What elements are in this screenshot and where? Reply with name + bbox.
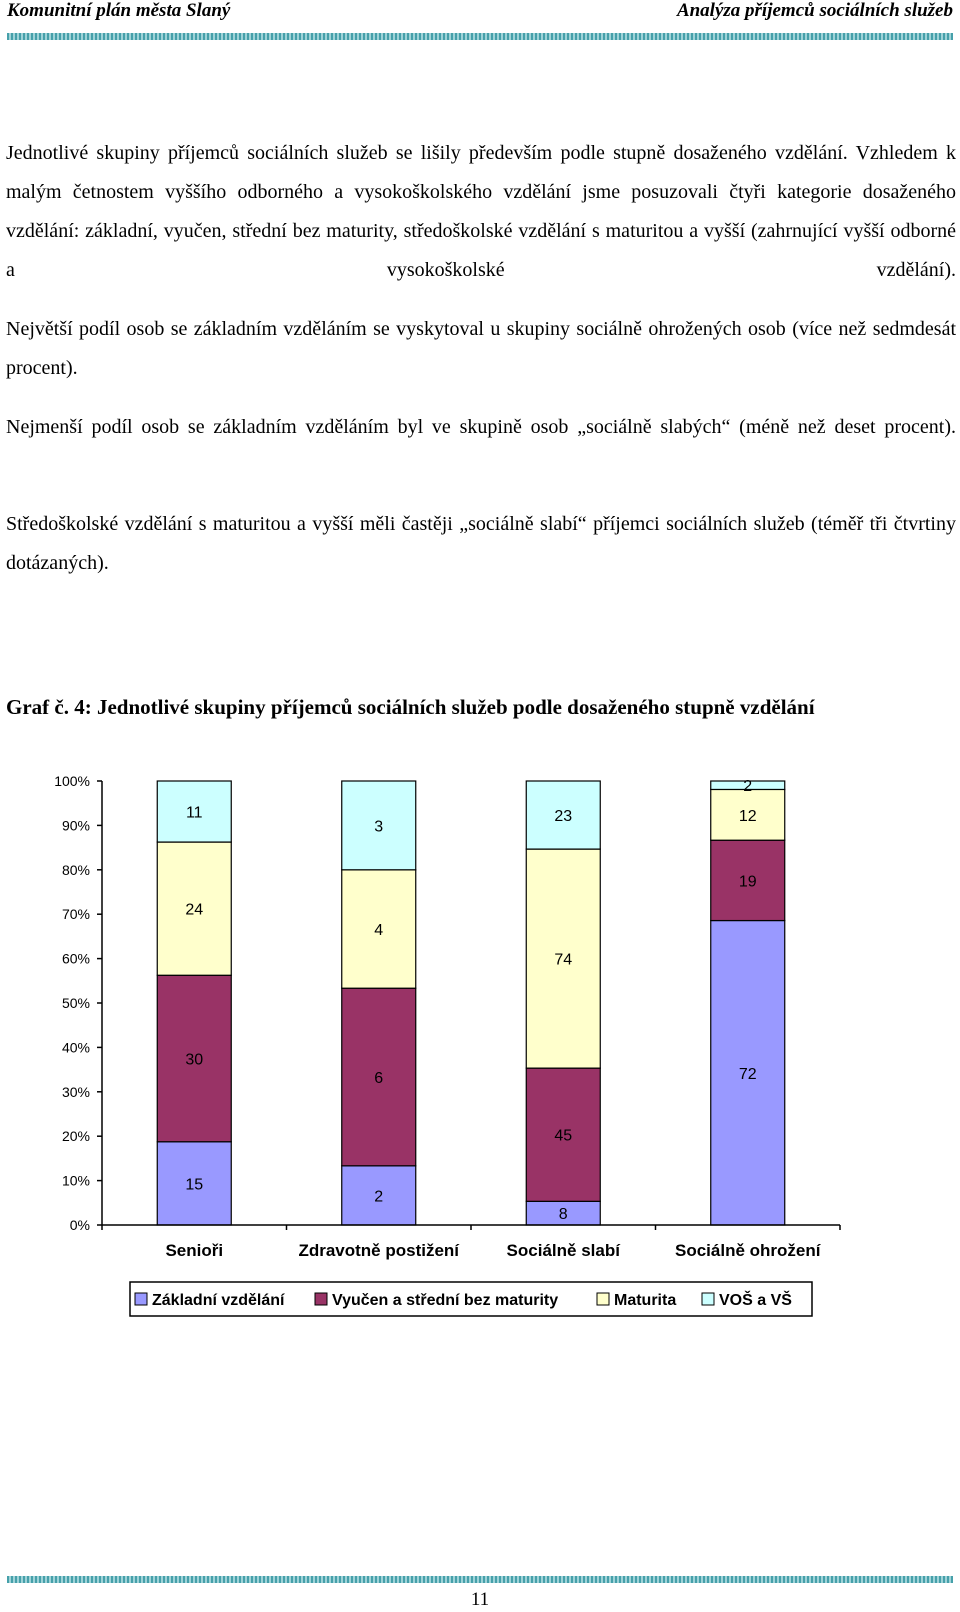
paragraph-education-groups: Jednotlivé skupiny příjemců sociálních s… <box>6 142 956 281</box>
y-tick-label: 60% <box>62 951 90 967</box>
y-tick-label: 10% <box>62 1173 90 1189</box>
bar-segment <box>156 841 232 976</box>
bar-segment <box>525 1200 601 1226</box>
y-tick-label: 70% <box>62 906 90 922</box>
x-category-label: Sociálně ohrožení <box>675 1241 822 1260</box>
bar-segment <box>710 919 786 1226</box>
data-label: 2 <box>743 778 752 795</box>
bar-segment <box>710 780 786 791</box>
data-label: 24 <box>185 902 203 919</box>
y-tick-label: 30% <box>62 1084 90 1100</box>
bar-segment <box>341 987 417 1167</box>
bar-segment <box>341 780 417 871</box>
legend-label: Základní vzdělání <box>152 1292 285 1309</box>
bar-segment <box>341 869 417 989</box>
legend-swatch <box>314 1292 328 1306</box>
legend-swatch <box>701 1292 715 1306</box>
data-label: 12 <box>739 808 757 825</box>
data-label: 11 <box>186 805 203 822</box>
data-label: 15 <box>185 1176 203 1193</box>
figure-heading: Graf č. 4: Jednotlivé skupiny příjemců s… <box>6 695 815 719</box>
data-label: 45 <box>554 1128 572 1145</box>
legend-label: Vyučen a střední bez maturity <box>332 1292 558 1309</box>
legend-box <box>129 1281 813 1317</box>
y-tick-label: 100% <box>54 773 90 789</box>
x-category-label: Zdravotně postižení <box>298 1241 460 1260</box>
bar-segment <box>341 1165 417 1226</box>
legend-swatch <box>596 1292 610 1306</box>
page-number: 11 <box>470 1589 490 1610</box>
paragraph-largest-basic: Největší podíl osob se základním vzdělán… <box>6 318 956 379</box>
header-document-title: Komunitní plán města Slaný <box>7 0 231 21</box>
paragraph-maturita: Středoškolské vzdělání s maturitou a vyš… <box>6 513 956 574</box>
data-label: 23 <box>554 808 572 825</box>
legend-label: VOŠ a VŠ <box>719 1290 792 1309</box>
data-label: 74 <box>554 952 572 969</box>
bar-segment <box>710 788 786 841</box>
paragraph-smallest-basic: Nejmenší podíl osob se základním vzdělán… <box>6 416 956 438</box>
data-label: 2 <box>374 1188 383 1205</box>
legend-swatch <box>134 1292 148 1306</box>
y-tick-label: 0% <box>70 1217 90 1233</box>
header-divider <box>7 33 953 40</box>
x-category-label: Senioři <box>165 1241 223 1260</box>
y-tick-label: 40% <box>62 1039 90 1055</box>
data-label: 19 <box>739 873 757 890</box>
page-header: Komunitní plán města Slaný Analýza příje… <box>7 0 953 26</box>
footer-divider <box>7 1576 953 1583</box>
header-section-title: Analýza příjemců sociálních služeb <box>676 0 953 21</box>
bar-segment <box>710 839 786 922</box>
data-label: 6 <box>374 1070 383 1087</box>
data-label: 72 <box>739 1066 757 1083</box>
bar-segment <box>156 974 232 1143</box>
y-tick-label: 90% <box>62 817 90 833</box>
bar-segment <box>156 780 232 843</box>
y-tick-label: 80% <box>62 862 90 878</box>
data-label: 4 <box>374 922 383 939</box>
bar-segment <box>156 1141 232 1226</box>
y-tick-label: 20% <box>62 1128 90 1144</box>
data-label: 8 <box>559 1206 568 1223</box>
bar-segment <box>525 780 601 850</box>
data-label: 30 <box>185 1052 203 1069</box>
bar-segment <box>525 848 601 1069</box>
legend-label: Maturita <box>614 1292 676 1309</box>
x-category-label: Sociálně slabí <box>507 1241 622 1260</box>
y-tick-label: 50% <box>62 995 90 1011</box>
bar-segment <box>525 1067 601 1202</box>
data-label: 3 <box>374 818 383 835</box>
